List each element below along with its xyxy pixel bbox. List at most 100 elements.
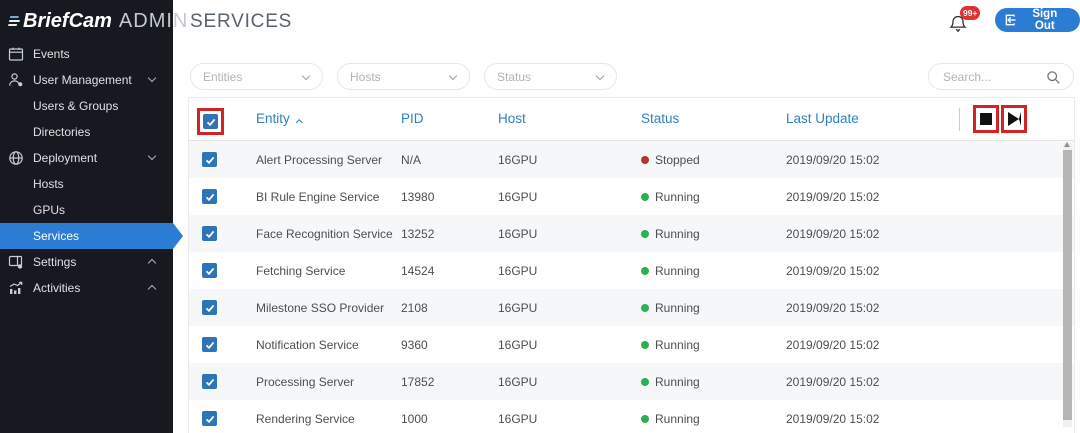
sidebar-menu: Events User Management Users & Groups Direc… <box>0 41 173 301</box>
stop-service-button[interactable] <box>980 113 992 125</box>
sidebar-item-settings[interactable]: Settings <box>0 249 173 275</box>
cell-pid: 2108 <box>401 301 428 315</box>
status-filter-label: Status <box>497 70 531 84</box>
status-dot <box>641 415 649 423</box>
sign-out-button[interactable]: Sign Out <box>995 8 1080 32</box>
sidebar-item-hosts[interactable]: Hosts <box>0 171 173 197</box>
logo-bars-icon <box>8 14 22 28</box>
column-header-entity[interactable]: Entity <box>256 111 301 126</box>
status-dot <box>641 193 649 201</box>
cell-status: Stopped <box>641 153 700 167</box>
status-filter-dropdown[interactable]: Status <box>484 63 617 90</box>
table-scrollbar[interactable] <box>1063 143 1072 427</box>
sidebar-item-services[interactable]: Services <box>0 223 173 249</box>
table-row: Milestone SSO Provider 2108 16GPU Runnin… <box>189 289 1074 326</box>
cell-entity: Alert Processing Server <box>256 153 382 167</box>
sidebar-item-directories[interactable]: Directories <box>0 119 173 145</box>
cell-last-update: 2019/09/20 15:02 <box>786 153 879 167</box>
cell-status: Running <box>641 412 700 426</box>
cell-host: 16GPU <box>498 153 537 167</box>
chevron-down-icon <box>596 72 604 80</box>
cell-last-update: 2019/09/20 15:02 <box>786 264 879 278</box>
cell-entity: Notification Service <box>256 338 359 352</box>
cell-status: Running <box>641 190 700 204</box>
cell-last-update: 2019/09/20 15:02 <box>786 412 879 426</box>
select-all-checkbox[interactable] <box>203 114 218 129</box>
status-label: Running <box>655 375 700 389</box>
sidebar-item-user-management[interactable]: User Management <box>0 67 173 93</box>
hosts-filter-dropdown[interactable]: Hosts <box>337 63 470 90</box>
briefcam-admin-app: BriefCam ADMIN EventsUser ManagementUser… <box>0 0 1080 433</box>
row-checkbox[interactable] <box>202 263 217 278</box>
cell-entity: Rendering Service <box>256 412 355 426</box>
cell-status: Running <box>641 227 700 241</box>
cell-pid: 13252 <box>401 227 434 241</box>
status-dot <box>641 378 649 386</box>
sign-out-icon <box>1003 13 1017 27</box>
cell-entity: Processing Server <box>256 375 354 389</box>
cell-entity: Face Recognition Service <box>256 227 393 241</box>
table-row: BI Rule Engine Service 13980 16GPU Runni… <box>189 178 1074 215</box>
sidebar-item-gpus[interactable]: GPUs <box>0 197 173 223</box>
cell-host: 16GPU <box>498 338 537 352</box>
chevron-down-icon <box>148 152 156 160</box>
annotation-box-stop <box>973 105 999 133</box>
sign-out-label: Sign Out <box>1022 8 1068 32</box>
sidebar-item-events[interactable]: Events <box>0 41 173 67</box>
search-box <box>928 63 1074 90</box>
row-checkbox[interactable] <box>202 189 217 204</box>
logo-suffix: ADMIN <box>119 10 188 33</box>
cell-entity: BI Rule Engine Service <box>256 190 379 204</box>
sidebar-item-deployment[interactable]: Deployment <box>0 145 173 171</box>
entities-filter-dropdown[interactable]: Entities <box>190 63 323 90</box>
cell-host: 16GPU <box>498 301 537 315</box>
row-checkbox[interactable] <box>202 152 217 167</box>
page-title: SERVICES <box>190 11 292 33</box>
column-header-last-update[interactable]: Last Update <box>786 111 859 126</box>
scroll-up-icon[interactable] <box>1064 142 1070 147</box>
column-header-pid[interactable]: PID <box>401 111 424 126</box>
row-checkbox[interactable] <box>202 337 217 352</box>
sort-ascending-icon <box>295 119 302 126</box>
start-service-button[interactable] <box>1008 112 1021 126</box>
table-row: Processing Server 17852 16GPU Running 20… <box>189 363 1074 400</box>
header-divider <box>959 108 960 131</box>
status-dot <box>641 341 649 349</box>
status-label: Running <box>655 190 700 204</box>
cell-status: Running <box>641 264 700 278</box>
cell-last-update: 2019/09/20 15:02 <box>786 301 879 315</box>
activities-icon <box>8 280 24 296</box>
sidebar-item-label: Directories <box>33 125 90 139</box>
table-row: Rendering Service 1000 16GPU Running 201… <box>189 400 1074 433</box>
status-dot <box>641 156 649 164</box>
table-header-row: Entity PID Host Status Last Update <box>189 98 1074 141</box>
row-checkbox[interactable] <box>202 300 217 315</box>
row-checkbox[interactable] <box>202 374 217 389</box>
annotation-box-select-all <box>197 108 224 135</box>
status-label: Stopped <box>655 153 700 167</box>
cell-pid: N/A <box>401 153 421 167</box>
status-label: Running <box>655 412 700 426</box>
status-dot <box>641 304 649 312</box>
cell-status: Running <box>641 301 700 315</box>
row-checkbox[interactable] <box>202 226 217 241</box>
calendar-icon <box>8 46 24 62</box>
cell-host: 16GPU <box>498 412 537 426</box>
cell-last-update: 2019/09/20 15:02 <box>786 375 879 389</box>
column-header-status[interactable]: Status <box>641 111 679 126</box>
sidebar-item-activities[interactable]: Activities <box>0 275 173 301</box>
row-checkbox[interactable] <box>202 411 217 426</box>
column-header-host[interactable]: Host <box>498 111 526 126</box>
scrollbar-thumb[interactable] <box>1063 150 1072 420</box>
sidebar-item-label: Services <box>33 229 79 243</box>
search-input[interactable] <box>943 70 1043 84</box>
cell-entity: Fetching Service <box>256 264 345 278</box>
sidebar-item-label: User Management <box>33 73 132 87</box>
table-row: Fetching Service 14524 16GPU Running 201… <box>189 252 1074 289</box>
sidebar-item-label: Activities <box>33 281 80 295</box>
sidebar-item-label: GPUs <box>33 203 65 217</box>
hosts-filter-label: Hosts <box>350 70 381 84</box>
notifications-bell[interactable]: 99+ <box>948 6 982 36</box>
sidebar-item-users-groups[interactable]: Users & Groups <box>0 93 173 119</box>
status-label: Running <box>655 227 700 241</box>
